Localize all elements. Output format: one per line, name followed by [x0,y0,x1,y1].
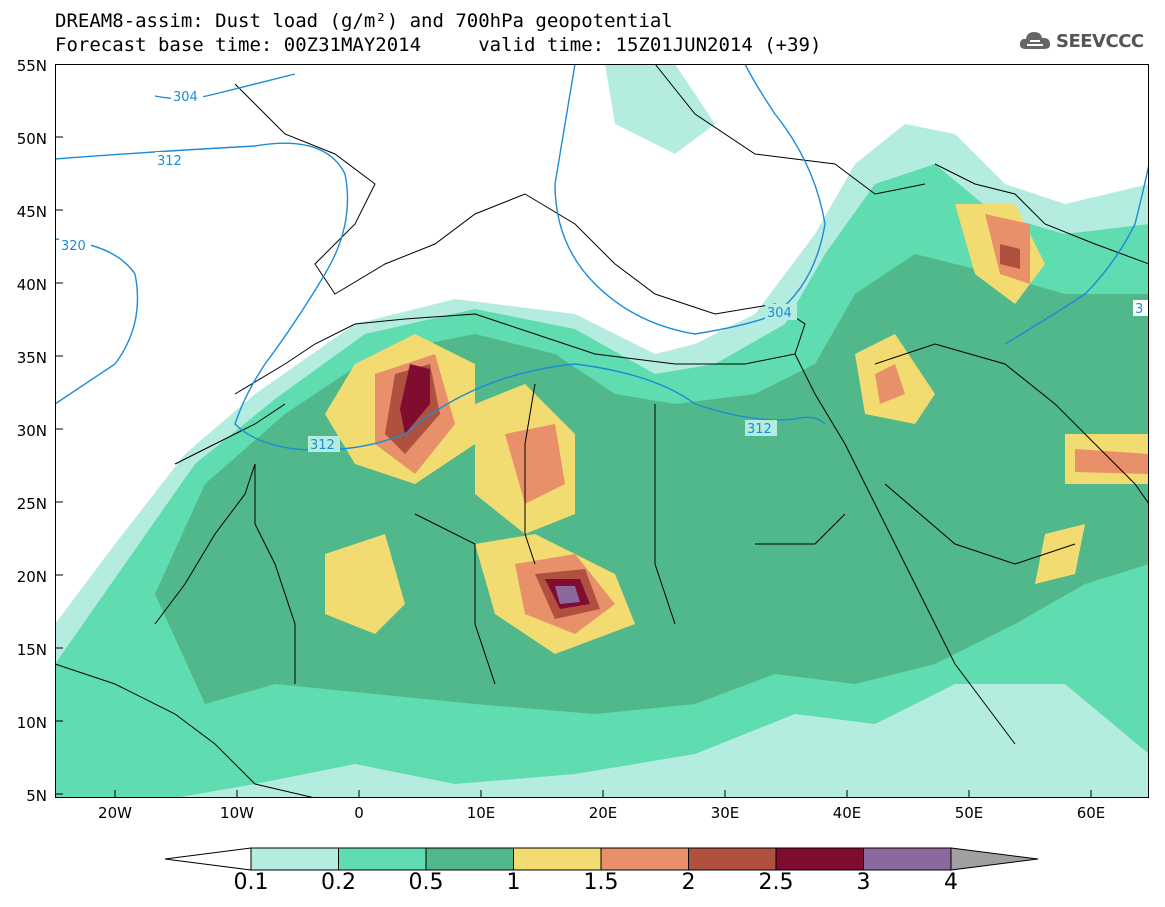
lon-label: 20E [588,804,618,822]
lat-label: 40N [16,276,47,294]
colorbar-level-label: 2 [681,870,696,895]
dust-band-1.5 [875,364,905,404]
colorbar-level-label: 0.5 [408,870,444,895]
colorbar-swatch [425,847,514,871]
dust-band-1 [325,534,405,634]
colorbar-level-label: 1 [506,870,521,895]
colorbar-level-label: 2.5 [758,870,794,895]
colorbar-level-label: 3 [856,870,871,895]
dust-band-0.1 [605,64,715,154]
colorbar-extend-high [950,847,1039,871]
dust-band-1 [1035,524,1085,584]
lat-label: 45N [16,203,47,221]
seevccc-logo: SEEVCCC [1018,26,1144,56]
geopotential-contours [55,64,1149,451]
colorbar-extend-low [164,847,252,871]
lon-label: 0 [354,804,364,822]
lat-label: 30N [16,422,47,440]
forecast-time: Forecast base time: 00Z31MAY2014 valid t… [55,34,822,56]
colorbar-swatch [863,847,952,871]
contour-label-group: 304 312 320 304 312 312 3 [59,88,1149,453]
lat-label: 10N [16,714,47,732]
contour-label: 3 [1135,302,1143,317]
contour-label: 304 [767,306,792,321]
dust-band-1.5 [505,424,565,504]
lon-label: 40E [832,804,862,822]
logo-text: SEEVCCC [1056,30,1144,52]
contour-label: 312 [747,422,772,437]
axis-ticks [55,64,1092,798]
lat-label: 15N [16,641,47,659]
dust-map: 304 312 320 304 312 312 3 [55,64,1149,798]
colorbar-swatch [775,847,864,871]
map-title: DREAM8-assim: Dust load (g/m²) and 700hP… [55,10,673,32]
contour-label: 304 [173,90,198,105]
contour-label: 312 [157,154,182,169]
lon-label: 30E [710,804,740,822]
lon-label: 20W [98,804,132,822]
coastlines [55,64,1149,798]
dust-field [55,64,1149,798]
contour-label: 312 [310,438,335,453]
dust-band-3 [555,586,580,604]
lat-label: 5N [26,787,47,805]
colorbar-swatch [688,847,777,871]
lat-label: 20N [16,568,47,586]
lon-label: 50E [954,804,984,822]
colorbar [164,847,1039,871]
colorbar-swatch [250,847,339,871]
colorbar-level-label: 0.1 [233,870,269,895]
contour-label: 320 [61,239,86,254]
lat-label: 25N [16,495,47,513]
cloud-icon [1019,32,1051,49]
lon-label: 60E [1076,804,1106,822]
colorbar-swatch [338,847,427,871]
lat-label: 35N [16,349,47,367]
colorbar-level-label: 1.5 [583,870,619,895]
dust-band-2.5 [400,364,430,434]
lon-label: 10W [220,804,254,822]
lon-label: 10E [466,804,496,822]
lat-label: 55N [16,57,47,75]
colorbar-level-label: 0.2 [321,870,356,895]
lat-label: 50N [16,130,47,148]
map-frame [55,64,1149,798]
dust-band-2 [1000,244,1020,269]
colorbar-swatch [600,847,689,871]
colorbar-swatch [513,847,602,871]
colorbar-level-label: 4 [944,870,958,895]
